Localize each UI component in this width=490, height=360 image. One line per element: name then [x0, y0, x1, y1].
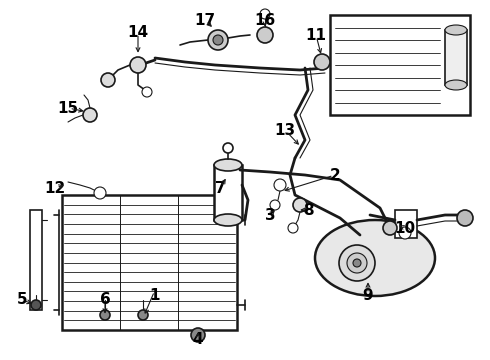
- Text: 16: 16: [254, 13, 275, 27]
- Circle shape: [399, 227, 411, 239]
- Circle shape: [274, 179, 286, 191]
- Circle shape: [130, 57, 146, 73]
- Ellipse shape: [214, 214, 242, 226]
- Bar: [445, 30, 467, 85]
- Ellipse shape: [315, 220, 435, 296]
- Circle shape: [288, 223, 298, 233]
- Circle shape: [208, 30, 228, 50]
- Text: 5: 5: [17, 292, 27, 307]
- Circle shape: [347, 253, 367, 273]
- Text: 2: 2: [330, 167, 341, 183]
- Circle shape: [31, 300, 41, 310]
- Circle shape: [257, 27, 273, 43]
- Circle shape: [383, 221, 397, 235]
- Circle shape: [191, 328, 205, 342]
- Circle shape: [83, 108, 97, 122]
- Circle shape: [94, 187, 106, 199]
- Bar: [214, 165, 242, 220]
- Text: 13: 13: [274, 122, 295, 138]
- Text: 17: 17: [195, 13, 216, 27]
- Circle shape: [101, 73, 115, 87]
- Circle shape: [213, 35, 223, 45]
- Bar: [30, 210, 42, 310]
- Circle shape: [100, 310, 110, 320]
- Text: 11: 11: [305, 27, 326, 42]
- Ellipse shape: [445, 80, 467, 90]
- Circle shape: [260, 9, 270, 19]
- Text: 7: 7: [215, 180, 225, 195]
- Text: 10: 10: [394, 220, 416, 235]
- Text: 3: 3: [265, 207, 275, 222]
- Circle shape: [142, 87, 152, 97]
- Circle shape: [138, 310, 148, 320]
- Circle shape: [353, 259, 361, 267]
- Ellipse shape: [214, 159, 242, 171]
- Text: 1: 1: [150, 288, 160, 302]
- Text: 12: 12: [45, 180, 66, 195]
- Bar: [395, 210, 417, 238]
- Circle shape: [270, 200, 280, 210]
- Circle shape: [314, 54, 330, 70]
- Circle shape: [339, 245, 375, 281]
- Text: 15: 15: [57, 100, 78, 116]
- Bar: [62, 195, 237, 330]
- Circle shape: [293, 198, 307, 212]
- Bar: [330, 15, 470, 115]
- Circle shape: [223, 143, 233, 153]
- Ellipse shape: [445, 25, 467, 35]
- Text: 9: 9: [363, 288, 373, 302]
- Circle shape: [457, 210, 473, 226]
- Text: 6: 6: [99, 292, 110, 307]
- Text: 14: 14: [127, 24, 148, 40]
- Text: 8: 8: [303, 202, 313, 217]
- Text: 4: 4: [193, 333, 203, 347]
